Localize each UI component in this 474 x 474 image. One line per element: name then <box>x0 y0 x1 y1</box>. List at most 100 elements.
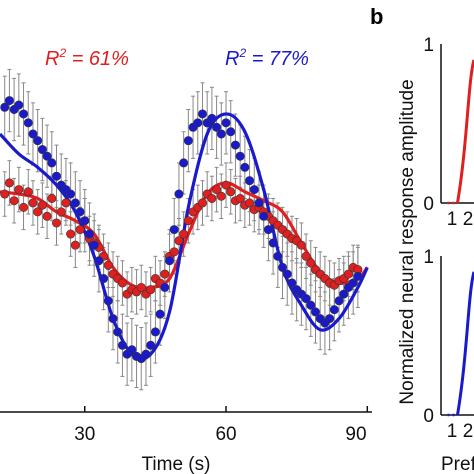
data-point <box>174 236 184 246</box>
data-point <box>325 314 335 324</box>
x-tick-label: 60 <box>215 424 236 445</box>
data-point <box>99 274 109 284</box>
data-point <box>212 185 222 195</box>
data-point <box>348 278 358 288</box>
data-point <box>249 185 259 195</box>
data-point <box>160 282 170 292</box>
data-point <box>14 185 24 195</box>
data-point <box>259 211 269 221</box>
data-point <box>353 271 363 281</box>
x-tick-label: 90 <box>345 424 366 445</box>
data-point <box>136 282 146 292</box>
b-bottom-ytick-0: 0 <box>423 406 434 427</box>
data-point <box>0 102 10 112</box>
data-point <box>56 207 66 217</box>
data-point <box>19 202 29 212</box>
data-point <box>245 176 255 186</box>
b-top-xtick-1: 1 <box>447 209 458 230</box>
b-bottom-xtick-2: 2 <box>463 421 474 442</box>
data-point <box>339 289 349 299</box>
data-point <box>306 258 316 268</box>
data-point <box>273 251 283 261</box>
data-point <box>117 278 127 288</box>
data-point <box>94 256 104 266</box>
data-point <box>216 191 226 201</box>
data-point <box>193 118 203 128</box>
data-point <box>61 198 71 208</box>
data-point <box>52 171 62 181</box>
data-point <box>70 240 80 250</box>
data-point <box>9 196 19 206</box>
data-point <box>268 238 278 248</box>
data-point <box>230 140 240 150</box>
data-point <box>207 113 217 123</box>
data-point <box>174 189 184 199</box>
data-point <box>179 158 189 168</box>
data-point <box>47 158 57 168</box>
data-point <box>146 340 156 350</box>
data-point <box>235 193 245 203</box>
x-axis-title: Time (s) <box>142 454 211 474</box>
data-point <box>150 327 160 337</box>
data-point <box>75 207 85 217</box>
data-point <box>37 200 47 210</box>
b-top-xtick-2: 2 <box>463 209 474 230</box>
data-point <box>245 198 255 208</box>
data-point <box>160 269 170 279</box>
data-point <box>14 100 24 110</box>
data-point <box>235 151 245 161</box>
data-point <box>127 345 137 355</box>
data-point <box>169 247 179 257</box>
data-point <box>4 178 14 188</box>
data-point <box>179 229 189 239</box>
data-point <box>296 240 306 250</box>
data-point <box>42 211 52 221</box>
data-point <box>28 129 38 139</box>
data-point <box>282 269 292 279</box>
data-point <box>66 229 76 239</box>
data-point <box>66 189 76 199</box>
data-point <box>226 187 236 197</box>
b-top-ytick-0: 0 <box>423 194 434 215</box>
data-point <box>70 198 80 208</box>
b-bottom-curve <box>456 271 474 416</box>
data-point <box>329 305 339 315</box>
data-point <box>141 349 151 359</box>
data-point <box>52 218 62 228</box>
fit-curve <box>0 112 369 361</box>
x-tick-label: 30 <box>74 424 95 445</box>
data-point <box>28 198 38 208</box>
data-point <box>301 294 311 304</box>
data-point <box>197 198 207 208</box>
data-point <box>89 240 99 250</box>
data-point <box>183 136 193 146</box>
panel-b: b Normalized neural response amplitude 1… <box>370 4 474 474</box>
data-point <box>310 307 320 317</box>
data-point <box>80 216 90 226</box>
data-point <box>278 262 288 272</box>
data-point <box>103 260 113 270</box>
panel-letter-b: b <box>370 4 383 29</box>
data-point <box>103 296 113 306</box>
data-point <box>221 118 231 128</box>
data-point <box>19 109 29 119</box>
data-point <box>240 162 250 172</box>
data-point <box>37 145 47 155</box>
data-point <box>301 251 311 261</box>
x-ticks: 30 60 90 <box>74 406 369 445</box>
data-point <box>221 180 231 190</box>
data-point <box>334 296 344 306</box>
panel-a-time-series: 30 60 90 Time (s) R2 = 61% R2 = 77% <box>0 46 372 474</box>
data-point <box>4 96 14 106</box>
data-point <box>287 278 297 288</box>
data-point <box>117 340 127 350</box>
y-axis-title-b: Normalized neural response amplitude <box>397 79 418 404</box>
data-point <box>42 151 52 161</box>
data-point <box>197 109 207 119</box>
data-point <box>169 225 179 235</box>
data-point <box>113 327 123 337</box>
data-point <box>108 314 118 324</box>
b-top-ytick-1: 1 <box>423 35 434 56</box>
error-bars <box>2 68 360 391</box>
